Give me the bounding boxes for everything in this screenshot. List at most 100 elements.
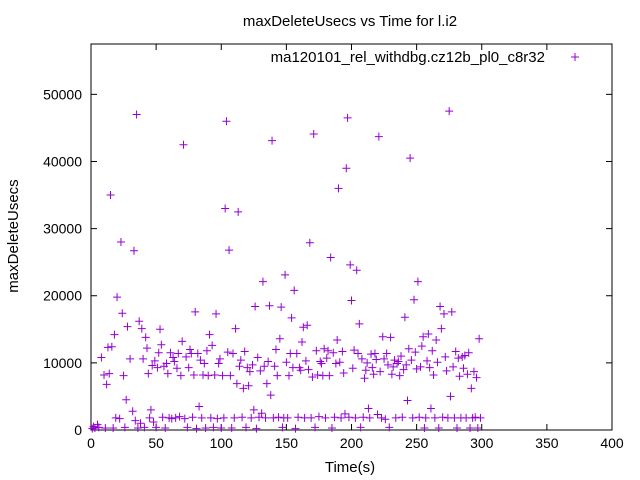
- data-point: [199, 370, 208, 379]
- data-point: [137, 324, 146, 333]
- data-point: [189, 370, 198, 379]
- data-point: [270, 362, 279, 371]
- data-point: [365, 413, 374, 422]
- data-point: [301, 356, 310, 365]
- y-tick-label: 30000: [43, 221, 82, 237]
- data-point: [156, 325, 165, 334]
- data-point: [278, 423, 287, 432]
- data-point: [421, 413, 430, 422]
- data-point: [383, 360, 392, 369]
- data-point: [428, 346, 437, 355]
- data-point: [311, 423, 320, 432]
- data-point: [476, 413, 485, 422]
- x-tick-label: 150: [275, 435, 299, 451]
- data-point: [261, 413, 270, 422]
- data-point: [284, 371, 293, 380]
- data-point: [167, 414, 176, 423]
- data-point: [348, 364, 357, 373]
- data-point: [258, 277, 267, 286]
- data-point: [292, 349, 301, 358]
- data-point: [115, 414, 124, 423]
- data-point: [171, 413, 180, 422]
- data-point: [170, 357, 179, 366]
- data-point: [110, 330, 119, 339]
- data-point: [129, 246, 138, 255]
- data-point: [459, 364, 468, 373]
- data-point: [447, 307, 456, 316]
- data-point: [412, 364, 421, 373]
- data-point: [163, 369, 172, 378]
- data-point: [251, 302, 260, 311]
- y-tick-label: 20000: [43, 288, 82, 304]
- data-point: [103, 343, 112, 352]
- data-point: [282, 358, 291, 367]
- x-tick-label: 100: [210, 435, 234, 451]
- data-point: [214, 359, 223, 368]
- data-point: [429, 370, 438, 379]
- data-point: [426, 404, 435, 413]
- data-point: [196, 356, 205, 365]
- data-point: [204, 371, 213, 380]
- data-point: [210, 370, 219, 379]
- data-point: [425, 363, 434, 372]
- data-point: [184, 363, 193, 372]
- data-point: [100, 370, 109, 379]
- data-point: [309, 129, 318, 138]
- data-point: [255, 413, 264, 422]
- data-point: [307, 413, 316, 422]
- data-point: [404, 344, 413, 353]
- data-point: [374, 132, 383, 141]
- data-point: [346, 260, 355, 269]
- data-point: [324, 346, 333, 355]
- data-point: [327, 423, 336, 432]
- data-point: [179, 140, 188, 149]
- x-tick-label: 300: [470, 435, 494, 451]
- data-point: [432, 336, 441, 345]
- y-tick-label: 10000: [43, 355, 82, 371]
- data-point: [238, 413, 247, 422]
- data-point: [111, 413, 120, 422]
- data-point: [442, 366, 451, 375]
- data-point: [264, 357, 273, 366]
- data-point: [248, 360, 257, 369]
- data-point: [154, 348, 163, 357]
- data-point: [247, 413, 256, 422]
- data-point: [240, 347, 249, 356]
- data-point: [219, 413, 228, 422]
- data-point: [290, 286, 299, 295]
- data-point: [423, 356, 432, 365]
- data-point: [298, 338, 307, 347]
- data-point: [312, 346, 321, 355]
- data-point: [257, 409, 266, 418]
- data-point: [105, 369, 114, 378]
- data-point: [188, 413, 197, 422]
- data-point: [386, 333, 395, 342]
- data-point: [241, 423, 250, 432]
- data-point: [417, 342, 426, 351]
- data-point: [330, 413, 339, 422]
- data-point: [393, 359, 402, 368]
- data-point: [382, 349, 391, 358]
- data-point: [136, 419, 145, 428]
- data-point: [407, 356, 416, 365]
- data-point: [273, 371, 282, 380]
- data-point: [175, 412, 184, 421]
- data-point: [126, 354, 135, 363]
- data-point: [453, 423, 462, 432]
- y-tick-label: 40000: [43, 153, 82, 169]
- data-point: [260, 362, 269, 371]
- data-point: [335, 358, 344, 367]
- data-point: [385, 423, 394, 432]
- data-point: [106, 191, 115, 200]
- data-point: [473, 423, 482, 432]
- data-point: [356, 423, 365, 432]
- data-point: [128, 407, 137, 416]
- data-point: [338, 347, 347, 356]
- data-point: [161, 423, 170, 432]
- data-point: [463, 370, 472, 379]
- data-point: [271, 345, 280, 354]
- data-point: [347, 296, 356, 305]
- data-point: [351, 413, 360, 422]
- data-point: [236, 356, 245, 365]
- data-point: [148, 361, 157, 370]
